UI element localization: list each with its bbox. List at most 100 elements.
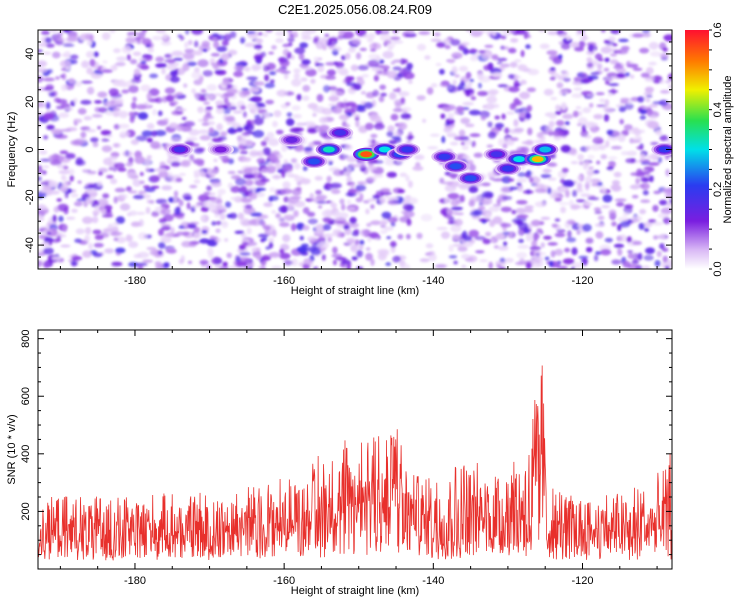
- spectrogram-noise-blob: [387, 196, 399, 201]
- spectrogram-noise-blob: [324, 33, 330, 38]
- spectrogram-noise-blob: [115, 247, 126, 254]
- spectrogram-noise-blob: [152, 108, 157, 116]
- spectrogram-noise-blob: [282, 165, 293, 173]
- spectrogram-noise-blob: [514, 59, 522, 63]
- spectrogram-noise-blob: [518, 64, 524, 71]
- spectrogram-noise-blob: [647, 120, 659, 129]
- spectrogram-noise-blob: [495, 233, 506, 240]
- spectrogram-noise-blob: [481, 182, 491, 187]
- spectrogram-noise-blob: [151, 130, 158, 137]
- spectrogram-noise-blob: [510, 38, 519, 43]
- spectrogram-noise-blob: [580, 129, 589, 138]
- spectrogram-noise-blob: [228, 126, 236, 135]
- spectrogram-noise-blob: [458, 129, 466, 137]
- spectrogram-noise-blob: [191, 30, 203, 35]
- spectrogram-ticks: -180 -160 -140 -120 -40 -20 0 20 40: [24, 30, 672, 287]
- spectrogram-noise-blob: [573, 87, 583, 91]
- spectrogram-noise-blob: [86, 67, 94, 75]
- spectrogram-noise-blob: [57, 32, 64, 36]
- spectrogram-noise-blob: [45, 43, 55, 48]
- spectrogram-noise-blob: [321, 233, 334, 238]
- spectrogram-noise-blob: [526, 87, 537, 93]
- spectrogram-noise-blob: [94, 234, 104, 240]
- spectrogram-noise-blob: [547, 30, 559, 36]
- spectrogram-noise-blob: [560, 102, 567, 111]
- spectrogram-noise-blob: [560, 144, 571, 153]
- spectrogram-hotspot: [438, 153, 451, 160]
- spectrogram-noise-blob: [506, 111, 515, 115]
- spectrogram-noise-blob: [653, 190, 661, 195]
- spectrogram-noise-blob: [135, 262, 148, 267]
- spectrogram-noise-blob: [325, 182, 332, 190]
- spectrogram-noise-blob: [405, 30, 415, 35]
- spectrogram-noise-blob: [485, 231, 492, 237]
- spectrogram-noise-blob: [63, 207, 69, 215]
- spectrogram-noise-blob: [69, 54, 79, 60]
- spectrogram-noise-blob: [291, 105, 301, 111]
- spectrogram-noise-blob: [570, 161, 579, 165]
- spectrogram-noise-blob: [662, 188, 672, 192]
- spectrogram-noise-blob: [165, 249, 177, 253]
- spectrogram-noise-blob: [349, 216, 357, 224]
- spectrogram-noise-blob: [59, 60, 72, 68]
- spectrogram-hotspot: [323, 146, 335, 153]
- spectrogram-noise-blob: [291, 78, 302, 87]
- spectrogram-noise-blob: [350, 64, 359, 72]
- spectrogram-noise-blob: [397, 233, 404, 240]
- spectrogram-noise-blob: [462, 106, 470, 111]
- spectrogram-x-tick-label: -140: [422, 275, 444, 287]
- spectrogram-noise-blob: [555, 104, 561, 111]
- spectrogram-noise-blob: [497, 245, 509, 251]
- spectrogram-noise-blob: [363, 180, 368, 186]
- spectrogram-noise-blob: [41, 30, 50, 36]
- spectrogram-noise-blob: [571, 247, 578, 256]
- spectrogram-noise-blob: [149, 73, 159, 79]
- spectrogram-noise-blob: [193, 40, 199, 48]
- spectrogram-noise-blob: [151, 211, 160, 217]
- spectrogram-noise-blob: [252, 172, 259, 180]
- spectrogram-noise-blob: [590, 127, 598, 133]
- spectrogram-noise-blob: [370, 220, 382, 226]
- spectrogram-noise-blob: [567, 230, 572, 238]
- spectrogram-noise-blob: [242, 157, 252, 162]
- spectrogram-noise-blob: [424, 55, 431, 60]
- spectrogram-noise-blob: [503, 241, 508, 247]
- spectrogram-hotspot: [539, 146, 552, 153]
- spectrogram-noise-blob: [303, 146, 313, 152]
- spectrogram-noise-blob: [332, 229, 342, 234]
- spectrogram-noise-blob: [619, 220, 631, 228]
- spectrogram-noise-blob: [534, 201, 547, 208]
- spectrogram-noise-blob: [85, 129, 97, 133]
- spectrogram-noise-blob: [71, 189, 77, 193]
- spectrogram-noise-blob: [630, 215, 643, 222]
- spectrogram-noise-blob: [59, 128, 72, 132]
- spectrogram-noise-blob: [113, 196, 118, 204]
- spectrogram-noise-blob: [130, 221, 142, 227]
- spectrogram-noise-blob: [314, 229, 324, 234]
- spectrogram-noise-blob: [143, 157, 152, 166]
- spectrogram-noise-blob: [336, 67, 348, 75]
- spectrogram-noise-blob: [42, 261, 51, 269]
- spectrogram-noise-blob: [87, 170, 97, 174]
- spectrogram-noise-blob: [283, 214, 291, 219]
- spectrogram-noise-blob: [388, 140, 397, 145]
- spectrogram-noise-blob: [167, 58, 176, 64]
- spectrogram-noise-blob: [51, 256, 61, 261]
- colorbar: 0.0 0.2 0.4 0.6 Normalized spectral amplitu…: [685, 22, 734, 277]
- spectrogram-noise-blob: [475, 250, 485, 254]
- spectrogram-noise-blob: [608, 83, 619, 87]
- spectrogram-noise-blob: [193, 179, 201, 184]
- spectrogram-noise-blob: [533, 233, 540, 240]
- spectrogram-noise-blob: [525, 235, 532, 242]
- spectrogram-noise-blob: [420, 213, 433, 222]
- spectrogram-noise-blob: [111, 261, 123, 267]
- spectrogram-noise-blob: [216, 46, 228, 52]
- spectrogram-noise-blob: [390, 221, 396, 227]
- spectrogram-noise-blob: [586, 93, 596, 97]
- spectrogram-noise-blob: [317, 241, 330, 249]
- spectrogram-noise-blob: [151, 35, 164, 41]
- spectrogram-noise-blob: [454, 74, 460, 78]
- spectrogram-noise-blob: [43, 87, 54, 91]
- spectrogram-noise-blob: [611, 259, 622, 265]
- spectrogram-noise-blob: [458, 44, 465, 51]
